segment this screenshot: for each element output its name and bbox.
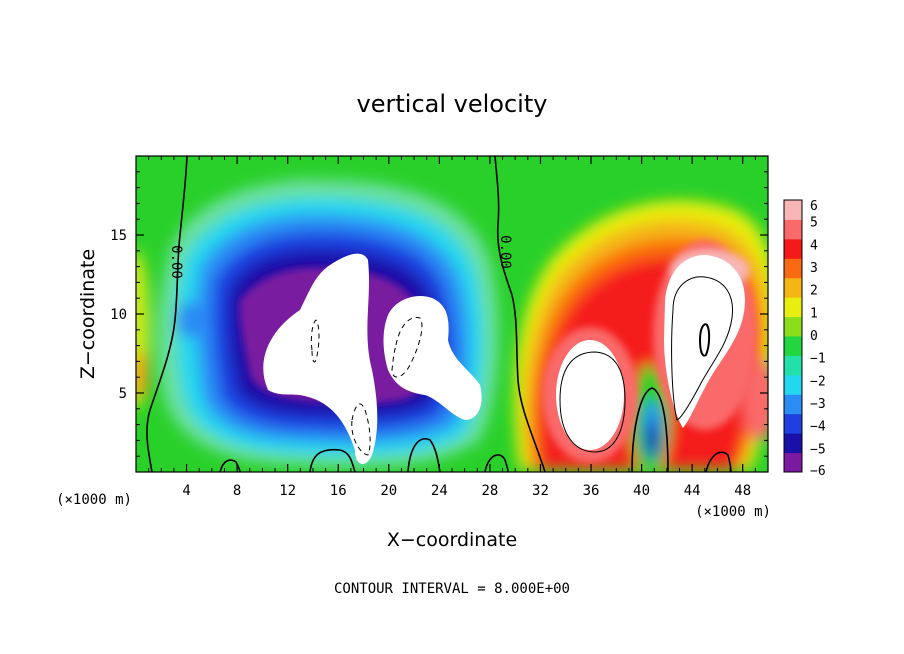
y-axis-ticks: 5 10 15 <box>110 171 768 457</box>
negative-contour-1 <box>310 319 320 363</box>
x-unit-left: (×1000 m) <box>56 492 132 508</box>
colorbar-tick-label: 5 <box>810 216 818 231</box>
x-tick-label: 48 <box>734 483 751 499</box>
colorbar-swatch <box>784 394 802 415</box>
zero-contour-bottom4 <box>484 454 509 472</box>
x-tick-label: 20 <box>380 483 397 499</box>
y-tick-label: 10 <box>110 307 127 323</box>
zero-contour-bottom3 <box>219 459 241 472</box>
zero-contour-bottom2 <box>407 438 441 472</box>
y-tick-label: 5 <box>119 386 127 402</box>
x-tick-label: 24 <box>431 483 448 499</box>
colorbar-swatch <box>784 316 802 337</box>
x-axis-ticks: 4 8 12 16 20 24 28 32 36 40 44 48 <box>148 156 756 499</box>
zero-contour-right <box>705 451 732 472</box>
x-tick-label: 36 <box>583 483 600 499</box>
downdraft-cores <box>263 253 482 465</box>
colorbar-tick-label: 1 <box>810 306 818 321</box>
velocity-field <box>136 156 768 472</box>
colorbar-tick-label: −6 <box>810 464 826 479</box>
x-tick-label: 40 <box>633 483 650 499</box>
contour-label-left: 0.00 <box>168 245 184 279</box>
colorbar-tick-label: 4 <box>810 238 818 253</box>
negative-contour-2 <box>391 316 423 378</box>
colorbar-tick-label: 0 <box>810 329 818 344</box>
colorbar-tick-label: 3 <box>810 261 818 276</box>
colorbar: 6 5 4 3 2 1 0 −1 −2 −3 −4 −5 −6 <box>783 199 826 479</box>
x-tick-label: 28 <box>481 483 498 499</box>
zero-contour-middle <box>494 156 546 472</box>
y-axis-label: Z−coordinate <box>77 249 99 379</box>
colorbar-swatch <box>784 277 802 298</box>
colorbar-frame <box>783 199 803 473</box>
positive-contour-updraft-2 <box>671 276 734 421</box>
colorbar-swatch <box>784 355 802 376</box>
zero-contour-left <box>146 156 188 472</box>
colorbar-swatch <box>784 336 802 356</box>
zero-contour-gap <box>631 387 669 472</box>
colorbar-tick-label: −2 <box>810 374 826 389</box>
colorbar-swatch <box>784 433 802 454</box>
x-tick-label: 16 <box>330 483 347 499</box>
x-unit-right: (×1000 m) <box>695 504 771 520</box>
colorbar-swatch <box>784 200 802 220</box>
colorbar-tick-label: 6 <box>810 199 818 214</box>
x-tick-label: 12 <box>279 483 296 499</box>
colorbar-swatch <box>784 413 802 434</box>
contour-lines <box>146 156 734 472</box>
y-tick-label: 15 <box>110 228 127 244</box>
contour-interval-annotation: CONTOUR INTERVAL = 8.000E+00 <box>334 581 570 597</box>
zero-contour-bottom <box>309 448 356 472</box>
x-tick-label: 8 <box>233 483 241 499</box>
x-tick-label: 44 <box>684 483 701 499</box>
colorbar-swatch <box>784 374 802 395</box>
colorbar-tick-label: −4 <box>810 420 826 435</box>
colorbar-swatch <box>784 238 802 259</box>
colorbar-swatch <box>784 219 802 240</box>
colorbar-tick-label: −3 <box>810 397 826 412</box>
colorbar-swatch <box>784 452 802 473</box>
colorbar-swatch <box>784 258 802 279</box>
positive-contour-updraft-1 <box>559 351 626 453</box>
x-tick-label: 4 <box>182 483 190 499</box>
colorbar-tick-label: 2 <box>810 284 818 299</box>
colorbar-tick-label: −1 <box>810 352 826 367</box>
positive-contour-updraft-2-inner <box>698 323 711 357</box>
x-axis-label: X−coordinate <box>387 529 517 551</box>
chart-title: vertical velocity <box>357 90 548 118</box>
colorbar-tick-label: −5 <box>810 442 826 457</box>
contour-label-middle: 0.00 <box>497 235 513 269</box>
updraft-cores <box>556 255 745 450</box>
x-tick-label: 32 <box>532 483 549 499</box>
colorbar-swatch <box>784 297 802 318</box>
